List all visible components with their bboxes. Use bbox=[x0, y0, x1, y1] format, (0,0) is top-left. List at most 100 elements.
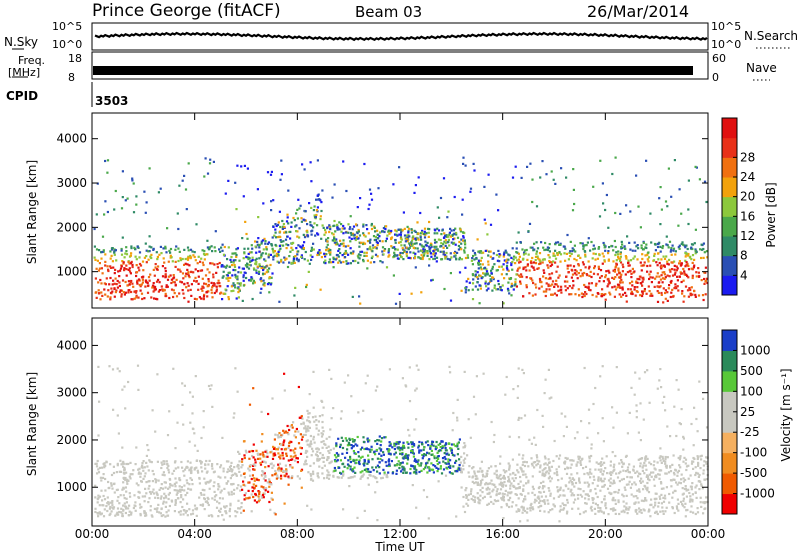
range-cell bbox=[636, 471, 638, 473]
range-cell bbox=[595, 492, 597, 494]
range-cell bbox=[362, 436, 364, 438]
range-cell bbox=[675, 481, 677, 483]
range-cell bbox=[436, 257, 438, 259]
range-cell bbox=[100, 490, 102, 492]
range-cell bbox=[528, 254, 530, 256]
range-cell bbox=[641, 269, 643, 271]
range-cell bbox=[629, 270, 631, 272]
range-cell bbox=[585, 466, 587, 468]
range-cell bbox=[478, 470, 480, 472]
range-cell bbox=[364, 510, 366, 512]
range-cell bbox=[660, 386, 662, 388]
range-cell bbox=[237, 451, 239, 453]
range-cell bbox=[674, 512, 676, 514]
range-cell bbox=[664, 409, 666, 411]
range-cell bbox=[443, 177, 445, 179]
range-cell bbox=[605, 299, 607, 301]
range-cell bbox=[141, 462, 143, 464]
range-cell bbox=[240, 271, 242, 273]
range-cell bbox=[611, 173, 613, 175]
range-cell bbox=[525, 284, 527, 286]
range-cell bbox=[322, 427, 324, 429]
range-cell bbox=[683, 301, 685, 303]
range-cell bbox=[268, 291, 270, 293]
range-cell bbox=[664, 273, 666, 275]
range-cell bbox=[119, 370, 121, 372]
range-cell bbox=[549, 509, 551, 511]
range-cell bbox=[532, 267, 534, 269]
range-cell bbox=[514, 262, 516, 264]
range-cell bbox=[607, 250, 609, 252]
range-cell bbox=[608, 292, 610, 294]
range-cell bbox=[241, 237, 243, 239]
range-cell bbox=[651, 476, 653, 478]
range-cell bbox=[436, 441, 438, 443]
range-cell bbox=[594, 488, 596, 490]
range-cell bbox=[407, 257, 409, 259]
range-cell bbox=[235, 277, 237, 279]
range-cell bbox=[345, 190, 347, 192]
range-cell bbox=[462, 446, 464, 448]
range-cell bbox=[676, 276, 678, 278]
range-cell bbox=[215, 494, 217, 496]
range-cell bbox=[190, 295, 192, 297]
range-cell bbox=[285, 465, 287, 467]
range-cell bbox=[654, 504, 656, 506]
range-cell bbox=[247, 168, 249, 170]
range-cell bbox=[644, 371, 646, 373]
range-cell bbox=[386, 238, 388, 240]
range-cell bbox=[290, 441, 292, 443]
range-cell bbox=[129, 496, 131, 498]
range-cell bbox=[526, 511, 528, 513]
range-cell bbox=[434, 232, 436, 234]
range-cell bbox=[256, 241, 258, 243]
range-cell bbox=[151, 286, 153, 288]
range-cell bbox=[100, 477, 102, 479]
range-cell bbox=[163, 463, 165, 465]
range-cell bbox=[197, 470, 199, 472]
range-cell bbox=[612, 249, 614, 251]
range-cell bbox=[109, 513, 111, 515]
range-cell bbox=[595, 253, 597, 255]
range-cell bbox=[318, 198, 320, 200]
range-cell bbox=[408, 434, 410, 436]
range-cell bbox=[407, 457, 409, 459]
range-cell bbox=[391, 446, 393, 448]
range-cell bbox=[599, 277, 601, 279]
range-cell bbox=[571, 464, 573, 466]
range-cell bbox=[632, 250, 634, 252]
range-cell bbox=[703, 243, 705, 245]
range-cell bbox=[216, 463, 218, 465]
range-cell bbox=[306, 410, 308, 412]
range-cell bbox=[532, 486, 534, 488]
range-cell bbox=[490, 465, 492, 467]
range-cell bbox=[116, 489, 118, 491]
range-cell bbox=[692, 254, 694, 256]
range-cell bbox=[603, 480, 605, 482]
range-cell bbox=[209, 246, 211, 248]
range-cell bbox=[488, 467, 490, 469]
range-cell bbox=[537, 496, 539, 498]
range-cell bbox=[203, 283, 205, 285]
range-cell bbox=[632, 268, 634, 270]
range-cell bbox=[353, 467, 355, 469]
range-cell bbox=[501, 485, 503, 487]
range-cell bbox=[672, 250, 674, 252]
range-cell bbox=[404, 455, 406, 457]
range-cell bbox=[155, 479, 157, 481]
range-cell bbox=[503, 277, 505, 279]
range-cell bbox=[685, 462, 687, 464]
range-cell bbox=[547, 499, 549, 501]
range-cell bbox=[217, 488, 219, 490]
range-cell bbox=[490, 224, 492, 226]
range-cell bbox=[318, 249, 320, 251]
range-cell bbox=[518, 497, 520, 499]
range-cell bbox=[185, 286, 187, 288]
range-cell bbox=[294, 430, 296, 432]
range-cell bbox=[564, 285, 566, 287]
range-cell bbox=[694, 242, 696, 244]
range-cell bbox=[615, 251, 617, 253]
range-cell bbox=[693, 290, 695, 292]
range-cell bbox=[438, 450, 440, 452]
range-cell bbox=[503, 263, 505, 265]
